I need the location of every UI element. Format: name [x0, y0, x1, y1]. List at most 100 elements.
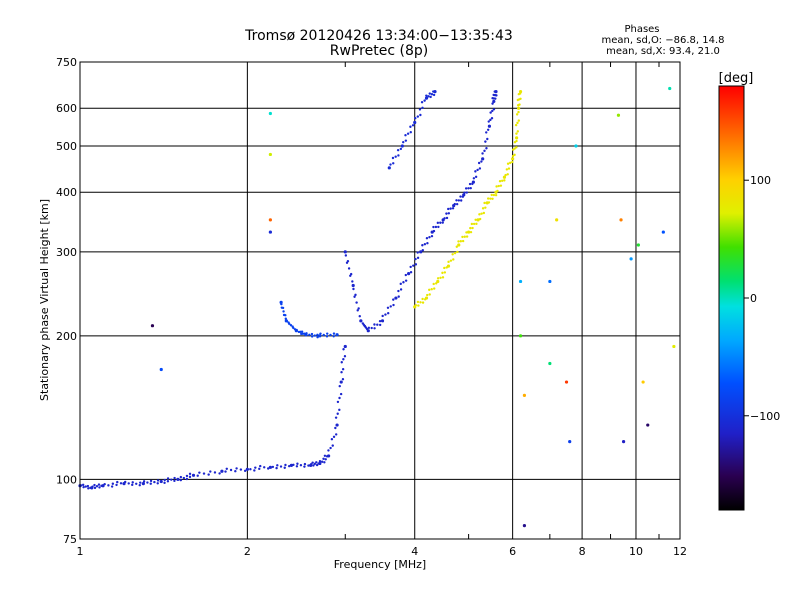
data-point	[258, 467, 261, 471]
data-point	[392, 303, 395, 307]
data-point	[179, 475, 183, 479]
data-point	[310, 335, 314, 338]
data-point	[399, 282, 402, 286]
data-point	[574, 144, 578, 148]
data-point	[417, 304, 420, 307]
data-point	[511, 157, 515, 161]
data-point	[495, 185, 498, 188]
data-point	[326, 332, 329, 335]
data-point	[268, 152, 272, 157]
data-point	[100, 484, 103, 488]
data-point	[115, 483, 118, 487]
data-point	[392, 162, 395, 165]
data-point	[82, 485, 85, 489]
data-point	[491, 102, 494, 105]
data-point	[459, 195, 462, 198]
data-point	[243, 469, 247, 473]
data-point	[517, 110, 520, 114]
data-point	[402, 281, 405, 284]
data-point	[307, 464, 310, 467]
data-point	[457, 240, 460, 243]
data-point	[97, 483, 101, 486]
data-point	[146, 481, 149, 484]
data-point	[467, 187, 470, 190]
data-point	[490, 117, 494, 120]
data-point	[234, 469, 237, 473]
data-point	[486, 128, 490, 131]
data-point	[263, 466, 266, 469]
data-point	[93, 486, 97, 490]
data-point	[316, 333, 319, 336]
data-point	[110, 485, 114, 488]
data-point	[465, 231, 468, 234]
data-point	[207, 473, 210, 476]
data-point	[86, 484, 90, 488]
data-point	[341, 378, 345, 381]
data-point	[418, 108, 422, 111]
data-point	[472, 177, 476, 180]
data-point	[482, 211, 486, 215]
data-point	[487, 124, 492, 128]
data-point	[266, 467, 270, 470]
data-point	[481, 207, 485, 210]
data-point	[357, 307, 360, 310]
data-point	[409, 265, 412, 269]
data-point	[421, 301, 425, 304]
data-point	[465, 235, 469, 238]
data-point	[434, 225, 438, 229]
data-point	[508, 161, 512, 165]
data-point	[282, 313, 286, 317]
data-point	[355, 301, 358, 304]
data-point	[465, 191, 469, 194]
x-tick-label: 4	[411, 545, 418, 558]
series-o-mode-upper-trace	[387, 90, 437, 170]
data-point	[373, 327, 376, 330]
data-point	[413, 120, 417, 125]
data-point	[474, 175, 478, 179]
data-point	[646, 423, 650, 427]
data-point	[254, 466, 257, 469]
data-point	[426, 242, 429, 245]
data-point	[492, 99, 496, 104]
data-point	[213, 471, 217, 474]
data-point	[522, 393, 527, 398]
data-point	[506, 173, 509, 176]
data-point	[268, 465, 272, 469]
data-point	[103, 482, 106, 486]
data-point	[163, 481, 166, 485]
data-point	[502, 175, 507, 179]
data-point	[443, 271, 447, 274]
y-tick-label: 100	[56, 473, 77, 486]
data-point	[93, 483, 96, 487]
data-point	[397, 154, 400, 157]
data-point	[636, 243, 640, 247]
data-point	[318, 334, 322, 338]
data-point	[179, 478, 183, 482]
data-point	[518, 92, 522, 95]
phase-x-stats: mean, sd,X: 93.4, 21.0	[606, 46, 720, 57]
data-point	[343, 344, 347, 349]
data-point	[490, 193, 493, 197]
data-point	[367, 326, 371, 330]
data-point	[332, 332, 336, 335]
data-point	[239, 468, 243, 471]
data-point	[494, 193, 498, 197]
data-point	[343, 250, 347, 254]
data-point	[351, 283, 355, 288]
colorbar-ticks: −100 0 100	[744, 174, 780, 423]
data-point	[478, 217, 482, 221]
data-point	[188, 475, 192, 479]
data-point	[378, 319, 382, 323]
data-point	[503, 179, 506, 182]
data-point	[409, 131, 412, 134]
data-point	[499, 184, 503, 187]
data-point	[320, 460, 324, 463]
data-point	[423, 298, 427, 301]
colorbar-tick-label: 100	[750, 174, 771, 187]
data-point	[430, 93, 434, 96]
data-point	[338, 408, 341, 412]
data-point	[447, 207, 450, 211]
data-point	[464, 187, 468, 190]
data-point	[463, 191, 466, 194]
data-point	[389, 305, 392, 308]
